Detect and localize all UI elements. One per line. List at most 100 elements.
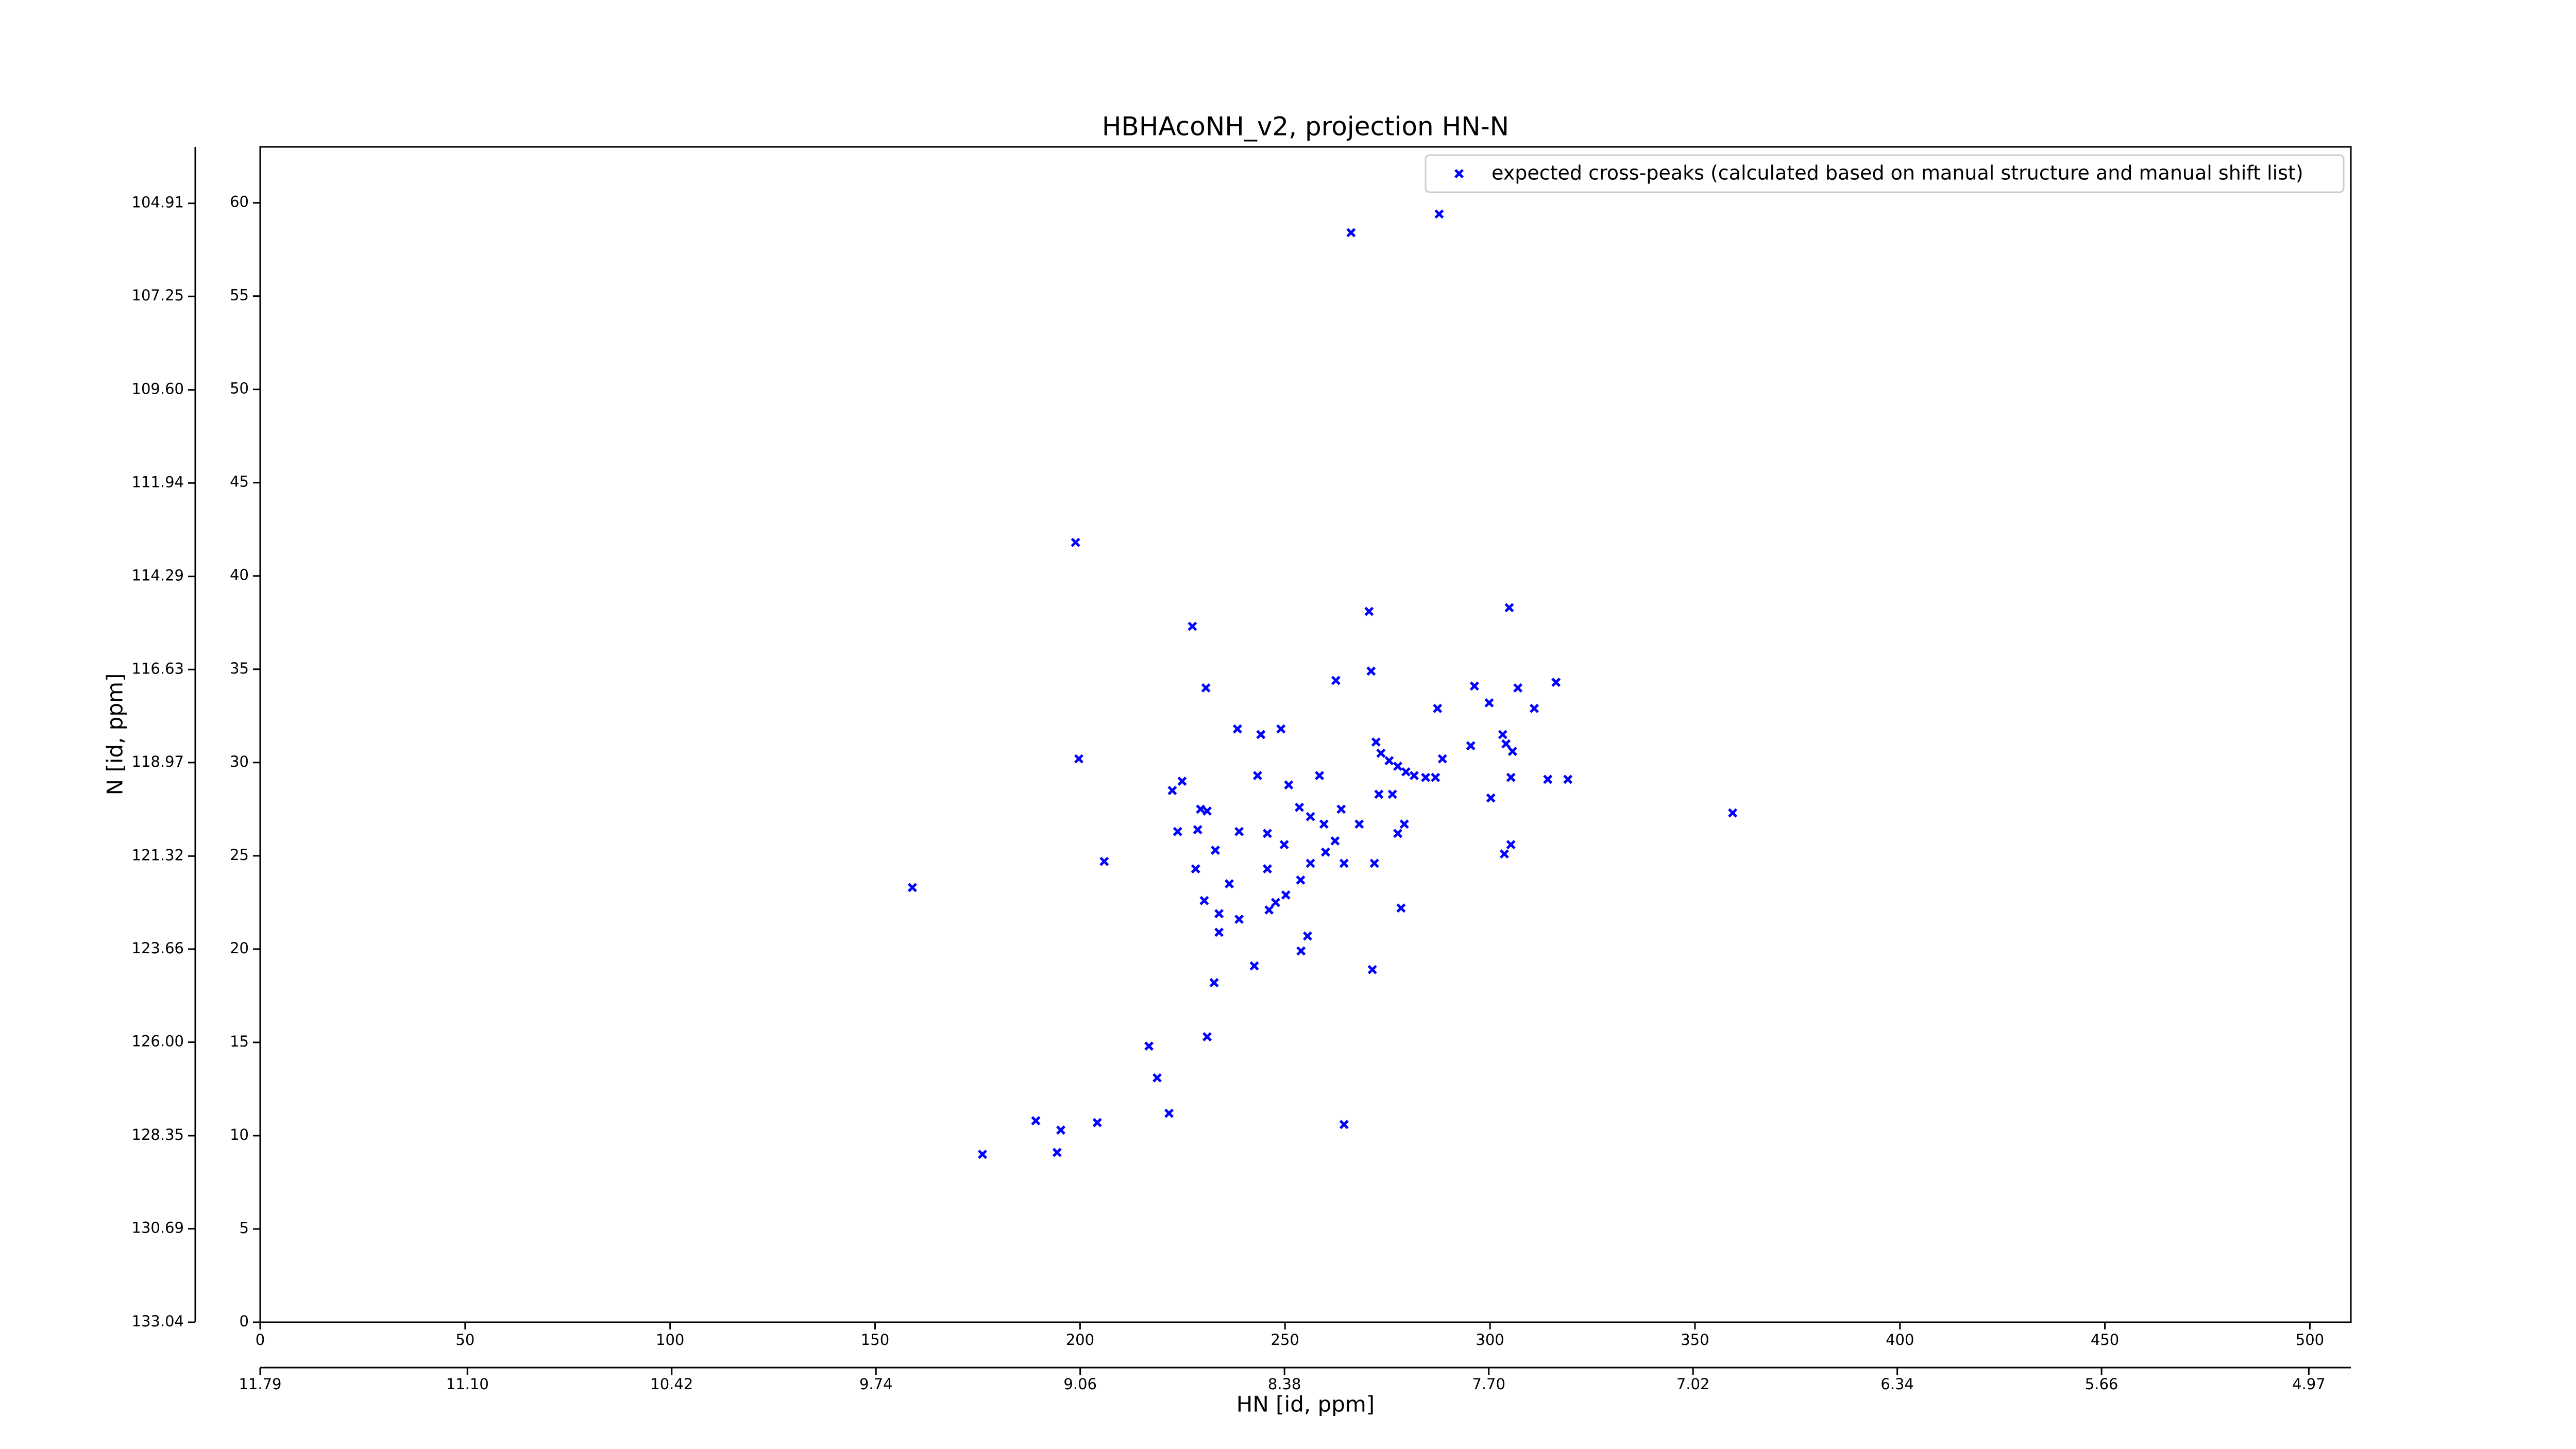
- data-point: [1434, 209, 1444, 219]
- data-point: [1364, 606, 1374, 616]
- data-point: [1232, 724, 1242, 734]
- data-point: [1501, 739, 1511, 749]
- data-point: [1728, 808, 1738, 818]
- data-point: [1499, 849, 1509, 859]
- data-point: [1092, 1118, 1102, 1127]
- data-point: [1173, 827, 1182, 836]
- data-point: [1249, 961, 1259, 971]
- data-point: [1401, 767, 1411, 777]
- data-point: [1369, 858, 1379, 868]
- x-tick-label: 50: [455, 1331, 474, 1349]
- y-tick-label: 25: [230, 846, 249, 864]
- data-point: [1469, 681, 1479, 691]
- data-point: [1302, 931, 1312, 941]
- x-tick-label: 450: [2091, 1331, 2119, 1349]
- x2-tick-label: 4.97: [2292, 1375, 2326, 1393]
- data-point: [1376, 748, 1386, 758]
- data-point: [1296, 875, 1306, 885]
- y-tick-label: 10: [230, 1126, 249, 1143]
- legend-marker: [1454, 169, 1464, 178]
- data-point: [1433, 703, 1443, 713]
- data-point: [1507, 747, 1517, 756]
- y-tick-label: 55: [230, 287, 249, 304]
- data-point: [1551, 678, 1561, 687]
- data-point: [1188, 621, 1197, 631]
- data-point: [1296, 946, 1306, 956]
- x-tick-label: 250: [1271, 1331, 1299, 1349]
- data-point: [1264, 905, 1274, 915]
- y-tick-label: 45: [230, 473, 249, 491]
- data-point: [1199, 896, 1209, 905]
- data-point: [1031, 1116, 1041, 1125]
- x2-tick-label: 9.06: [1063, 1375, 1097, 1393]
- data-point: [1099, 856, 1109, 866]
- data-point: [1319, 819, 1329, 829]
- data-point: [1234, 827, 1244, 836]
- x-tick-label: 150: [861, 1331, 889, 1349]
- data-point: [1281, 890, 1291, 900]
- data-point: [1371, 737, 1381, 747]
- data-point: [907, 883, 917, 892]
- y2-tick-label: 130.69: [132, 1219, 184, 1237]
- y2-tick-label: 109.60: [132, 380, 184, 398]
- data-point: [1284, 780, 1294, 790]
- data-point: [1409, 771, 1419, 781]
- data-point: [1506, 772, 1516, 782]
- x-tick-label: 100: [656, 1331, 684, 1349]
- chart-title: HBHAcoNH_v2, projection HN-N: [1102, 112, 1509, 142]
- data-point: [1202, 806, 1212, 816]
- data-point: [1331, 676, 1341, 685]
- plot-frame: [259, 146, 2352, 1323]
- y2-tick-label: 126.00: [132, 1033, 184, 1050]
- y2-tick-label: 114.29: [132, 567, 184, 584]
- y2-tick-label: 133.04: [132, 1312, 184, 1330]
- data-point: [1193, 825, 1202, 835]
- data-point: [1484, 698, 1494, 707]
- y2-tick-label: 116.63: [132, 660, 184, 677]
- data-point: [1543, 774, 1553, 784]
- data-point: [1437, 754, 1447, 764]
- data-point: [1144, 1041, 1154, 1051]
- data-point: [1387, 789, 1397, 799]
- data-point: [1366, 666, 1376, 676]
- data-point: [1339, 1120, 1349, 1130]
- y2-tick-label: 111.94: [132, 473, 184, 491]
- data-point: [1330, 836, 1340, 846]
- y2-tick-label: 107.25: [132, 287, 184, 304]
- x2-tick-label: 7.70: [1472, 1375, 1505, 1393]
- data-point: [1191, 864, 1200, 874]
- legend-box: [1425, 154, 2345, 193]
- data-point: [1431, 772, 1440, 782]
- data-point: [1393, 829, 1403, 838]
- x-axis-label: HN [id, ppm]: [1236, 1392, 1375, 1417]
- legend-label: expected cross-peaks (calculated based o…: [1492, 162, 2303, 184]
- y2-tick-label: 121.32: [132, 846, 184, 864]
- data-point: [1336, 804, 1346, 814]
- data-point: [1306, 812, 1315, 821]
- y-tick-label: 15: [230, 1033, 249, 1050]
- data-point: [1506, 840, 1516, 850]
- y-tick-label: 0: [240, 1312, 249, 1330]
- data-point: [1563, 774, 1573, 784]
- data-point: [1384, 756, 1394, 766]
- data-point: [1421, 772, 1431, 782]
- x2-tick-label: 8.38: [1268, 1375, 1301, 1393]
- x-tick-label: 350: [1681, 1331, 1709, 1349]
- data-point: [1486, 793, 1496, 803]
- data-point: [1177, 777, 1187, 786]
- data-point: [1396, 903, 1406, 913]
- data-point: [1202, 1032, 1212, 1042]
- data-point: [1279, 840, 1289, 850]
- data-point: [1529, 703, 1539, 713]
- y2-tick-label: 128.35: [132, 1126, 184, 1143]
- data-point: [1210, 845, 1220, 855]
- data-point: [1214, 909, 1224, 919]
- data-point: [1346, 228, 1356, 238]
- x-tick-label: 300: [1476, 1331, 1504, 1349]
- data-point: [1052, 1148, 1062, 1157]
- y2-tick-label: 104.91: [132, 194, 184, 211]
- data-point: [1074, 754, 1083, 764]
- data-point: [1367, 965, 1377, 974]
- data-point: [1263, 864, 1273, 874]
